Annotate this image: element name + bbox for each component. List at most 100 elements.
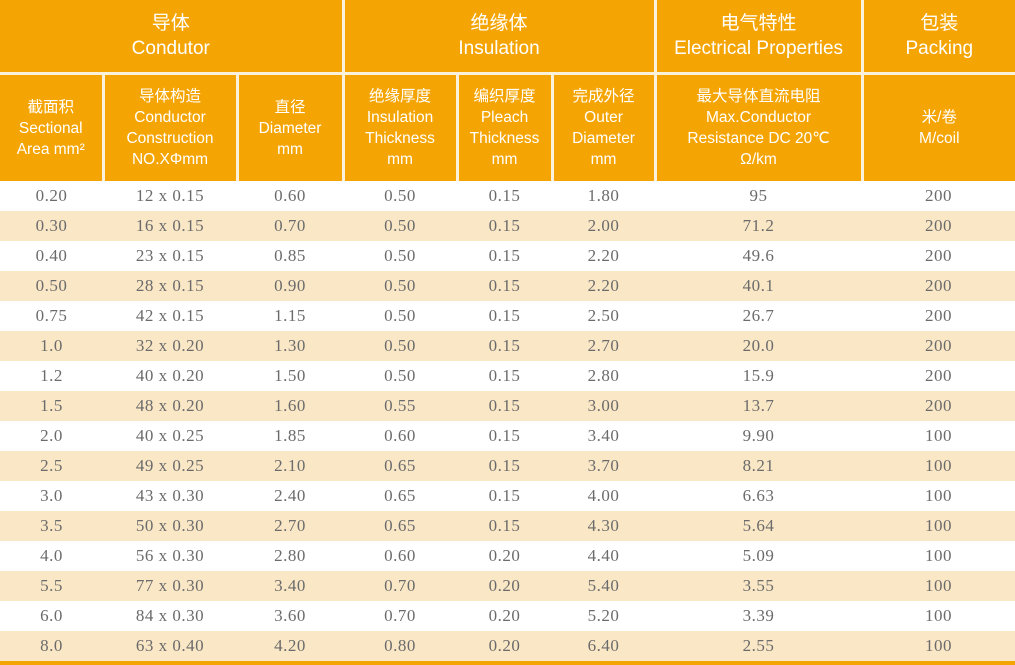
table-cell: 3.40 [552, 421, 656, 451]
table-cell: 0.15 [457, 271, 553, 301]
table-cell: 200 [862, 391, 1015, 421]
table-cell: 0.60 [343, 421, 458, 451]
table-cell: 0.65 [343, 451, 458, 481]
table-cell: 95 [655, 181, 863, 211]
table-cell: 2.20 [552, 271, 656, 301]
table-cell: 63 x 0.40 [103, 631, 237, 661]
table-cell: 0.20 [457, 601, 553, 631]
column-header-conductor-construction: 导体构造 Conductor Construction NO.XΦmm [103, 73, 239, 181]
table-cell: 2.80 [552, 361, 656, 391]
group-header-electrical-properties: 电气特性 Electrical Properties [655, 0, 864, 75]
table-cell: 2.70 [552, 331, 656, 361]
table-cell: 0.70 [237, 211, 344, 241]
table-cell: 4.0 [0, 541, 103, 571]
table-cell: 26.7 [655, 301, 863, 331]
column-header-insulation-thickness: 绝缘厚度 Insulation Thickness mm [343, 73, 459, 181]
table-cell: 2.80 [237, 541, 344, 571]
table-cell: 0.50 [343, 331, 458, 361]
table-cell: 0.20 [457, 571, 553, 601]
table-cell: 32 x 0.20 [103, 331, 237, 361]
column-header-max-resistance: 最大导体直流电阻 Max.Conductor Resistance DC 20℃… [655, 73, 864, 181]
table-cell: 4.20 [237, 631, 344, 661]
table-cell: 50 x 0.30 [103, 511, 237, 541]
table-cell: 1.0 [0, 331, 103, 361]
table-cell: 0.30 [0, 211, 103, 241]
table-cell: 3.5 [0, 511, 103, 541]
table-cell: 0.40 [0, 241, 103, 271]
table-cell: 71.2 [655, 211, 863, 241]
table-cell: 0.75 [0, 301, 103, 331]
group-header-row: 导体 Condutor 绝缘体 Insulation 电气特性 Electric… [0, 0, 1015, 75]
table-cell: 0.50 [343, 241, 458, 271]
table-cell: 100 [862, 511, 1015, 541]
table-row: 0.30 16 x 0.15 0.70 0.50 0.15 2.00 71.2 200 [0, 211, 1015, 241]
column-header-sectional-area: 截面积 Sectional Area mm² [0, 73, 105, 181]
table-cell: 13.7 [655, 391, 863, 421]
table-cell: 100 [862, 541, 1015, 571]
table-cell: 8.21 [655, 451, 863, 481]
table-cell: 0.15 [457, 481, 553, 511]
table-cell: 0.60 [343, 541, 458, 571]
table-cell: 0.50 [0, 271, 103, 301]
column-header-m-per-coil: 米/卷 M/coil [862, 73, 1015, 181]
table-cell: 3.00 [552, 391, 656, 421]
table-cell: 49 x 0.25 [103, 451, 237, 481]
table-cell: 200 [862, 211, 1015, 241]
table-cell: 3.55 [655, 571, 863, 601]
table-cell: 0.85 [237, 241, 344, 271]
table-cell: 0.50 [343, 211, 458, 241]
table-cell: 0.50 [343, 301, 458, 331]
table-row: 5.5 77 x 0.30 3.40 0.70 0.20 5.40 3.55 100 [0, 571, 1015, 601]
table-row: 0.20 12 x 0.15 0.60 0.50 0.15 1.80 95 200 [0, 181, 1015, 211]
table-cell: 0.15 [457, 451, 553, 481]
table-cell: 3.0 [0, 481, 103, 511]
table-cell: 4.40 [552, 541, 656, 571]
table-cell: 0.50 [343, 361, 458, 391]
table-cell: 100 [862, 481, 1015, 511]
table-cell: 200 [862, 361, 1015, 391]
table-row: 8.0 63 x 0.40 4.20 0.80 0.20 6.40 2.55 100 [0, 631, 1015, 661]
table-cell: 100 [862, 601, 1015, 631]
table-cell: 49.6 [655, 241, 863, 271]
table-cell: 6.40 [552, 631, 656, 661]
table-cell: 200 [862, 331, 1015, 361]
table-cell: 15.9 [655, 361, 863, 391]
table-row: 0.40 23 x 0.15 0.85 0.50 0.15 2.20 49.6 200 [0, 241, 1015, 271]
table-cell: 200 [862, 301, 1015, 331]
table-cell: 0.15 [457, 211, 553, 241]
table-row: 3.0 43 x 0.30 2.40 0.65 0.15 4.00 6.63 100 [0, 481, 1015, 511]
table-cell: 100 [862, 451, 1015, 481]
group-header-conductor: 导体 Condutor [0, 0, 345, 75]
table-cell: 0.65 [343, 481, 458, 511]
table-cell: 0.70 [343, 571, 458, 601]
table-cell: 4.00 [552, 481, 656, 511]
table-cell: 0.15 [457, 241, 553, 271]
table-cell: 5.64 [655, 511, 863, 541]
table-cell: 1.2 [0, 361, 103, 391]
table-row: 2.0 40 x 0.25 1.85 0.60 0.15 3.40 9.90 100 [0, 421, 1015, 451]
table-row: 0.50 28 x 0.15 0.90 0.50 0.15 2.20 40.1 200 [0, 271, 1015, 301]
table-cell: 0.90 [237, 271, 344, 301]
table-cell: 0.15 [457, 361, 553, 391]
table-body: 0.20 12 x 0.15 0.60 0.50 0.15 1.80 95 200 0.30 16… [0, 181, 1015, 661]
table-cell: 200 [862, 271, 1015, 301]
table-cell: 40.1 [655, 271, 863, 301]
table-cell: 0.50 [343, 181, 458, 211]
table-row: 1.0 32 x 0.20 1.30 0.50 0.15 2.70 20.0 200 [0, 331, 1015, 361]
table-cell: 1.60 [237, 391, 344, 421]
table-cell: 0.15 [457, 181, 553, 211]
table-cell: 5.20 [552, 601, 656, 631]
table-cell: 200 [862, 181, 1015, 211]
table-cell: 3.39 [655, 601, 863, 631]
table-cell: 5.5 [0, 571, 103, 601]
table-cell: 0.15 [457, 301, 553, 331]
table-cell: 0.70 [343, 601, 458, 631]
sub-header-row: 截面积 Sectional Area mm² 导体构造 Conductor Co… [0, 73, 1015, 181]
table-cell: 0.20 [457, 631, 553, 661]
table-cell: 2.0 [0, 421, 103, 451]
table-cell: 8.0 [0, 631, 103, 661]
table-cell: 5.09 [655, 541, 863, 571]
table-cell: 23 x 0.15 [103, 241, 237, 271]
